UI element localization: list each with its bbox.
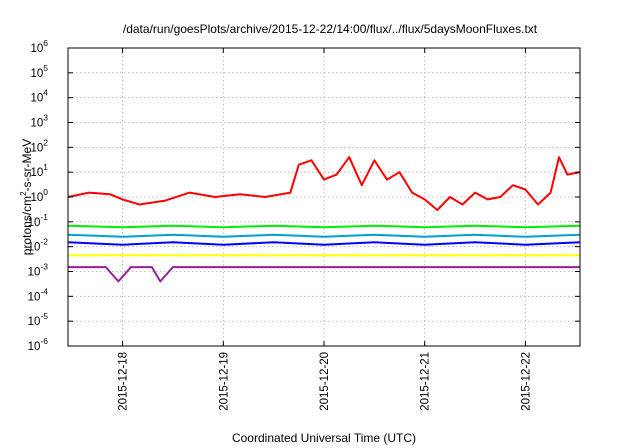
grid [68,48,580,346]
chart-title: /data/run/goesPlots/archive/2015-12-22/1… [123,22,538,36]
y-axis: 10-6 10-5 10-4 10-3 10-2 10-1 100 101 102 103 104 1… [28,38,580,353]
series-lines [67,156,581,283]
series-line-4 [67,241,581,246]
series-line-2 [67,224,581,229]
y-tick-label: 100 [30,187,48,204]
y-tick-label: 106 [30,38,48,55]
x-axis: 2015-12-18 2015-12-19 2015-12-20 2015-12-21… [118,48,532,411]
series-line-3 [67,233,581,238]
y-tick-label: 10-4 [28,286,49,303]
y-tick-label: 10-1 [28,212,49,229]
y-axis-title-suffix: -s-sr-MeV [20,139,34,192]
y-tick-label: 105 [30,63,48,80]
x-tick-label: 2015-12-22 [520,352,532,411]
y-tick-label: 10-6 [28,336,49,353]
y-tick-label: 103 [30,113,48,130]
y-tick-label: 10-3 [28,262,49,279]
x-tick-label: 2015-12-20 [319,352,331,411]
x-axis-title: Coordinated Universal Time (UTC) [232,431,416,445]
y-tick-label: 101 [30,162,48,179]
y-axis-title-sup: 2 [19,191,28,196]
series-line-1 [67,156,581,211]
x-tick-label: 2015-12-18 [118,352,130,411]
x-tick-label: 2015-12-21 [420,352,432,411]
y-axis-title: protons/cm2-s-sr-MeV [19,139,34,255]
y-tick-label: 10-5 [28,311,49,328]
series-line-6 [68,266,580,283]
y-tick-label: 104 [30,88,48,105]
x-tick-label: 2015-12-19 [218,352,230,411]
y-axis-title-prefix: protons/cm [20,196,34,255]
y-tick-label: 10-2 [28,237,49,254]
y-tick-label: 102 [30,137,48,154]
